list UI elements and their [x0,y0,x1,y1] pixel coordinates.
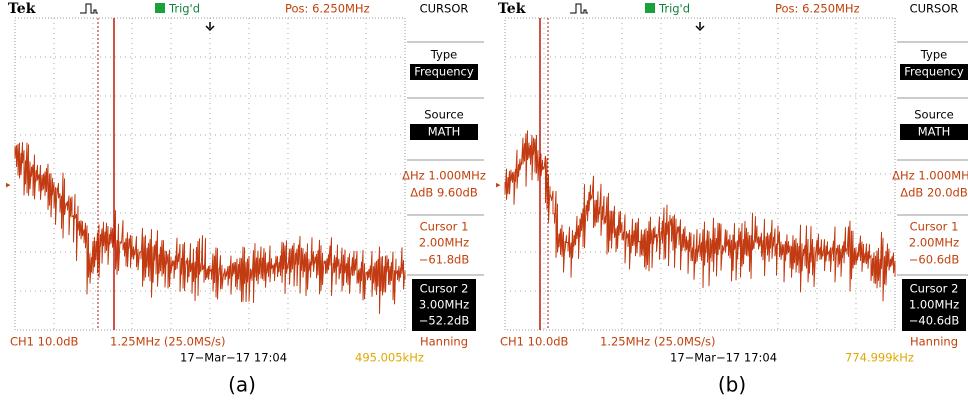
trigger-pos [695,22,705,32]
cursor2-freq: 3.00MHz [419,298,469,312]
window: Hanning [910,335,958,349]
highlight [410,124,478,140]
highlight [900,64,968,80]
channel: CH1 10.0dB [10,335,79,349]
type-label: Type [920,48,947,62]
highlight [410,64,478,80]
cursor1-freq: 2.00MHz [909,236,959,250]
type-label: Type [430,48,457,62]
trigger-pos [205,22,215,32]
source-value: MATH [918,125,951,139]
cursor1-label: Cursor 1 [910,220,959,234]
delta-hz: ΔHz 1.000MHz [892,169,968,183]
counter: 774.999kHz [845,351,914,365]
cursor2-box [412,279,476,331]
trigger-status: Trig'd [658,2,690,16]
marker: ▸ [6,181,11,191]
cursor2-label: Cursor 2 [910,282,959,296]
channel: CH1 10.0dB [500,335,569,349]
cursor1-label: Cursor 1 [420,220,469,234]
trigger-icon [570,3,588,14]
trig-box [645,3,655,13]
source-label: Source [914,108,954,122]
brand: Tek [498,1,526,17]
position: Pos: 6.250MHz [775,2,860,16]
scope-panel: ▸ Tek Trig'd Pos: 6.250MHz CURSOR Type Frequen… [6,1,486,397]
type-value: Frequency [414,65,474,79]
cursor2-freq: 1.00MHz [909,298,959,312]
menu-title: CURSOR [910,2,959,16]
trig-box [155,3,165,13]
cursor2-box [902,279,966,331]
source-label: Source [424,108,464,122]
span: 1.25MHz (25.0MS/s) [600,335,716,349]
menu-title: CURSOR [420,2,469,16]
counter: 495.005kHz [355,351,424,365]
type-value: Frequency [904,65,964,79]
highlight [900,124,968,140]
trigger-icon [80,3,98,14]
delta-db: ΔdB 20.0dB [900,186,968,200]
scope-panel: ▸ Tek Trig'd Pos: 6.250MHz CURSOR Type Frequen… [496,1,968,397]
caption: (b) [718,373,746,397]
cursor2-label: Cursor 2 [420,282,469,296]
cursor1-level: −60.6dB [909,253,960,267]
cursor2-level: −40.6dB [909,314,960,328]
cursor1-level: −61.8dB [419,253,470,267]
delta-hz: ΔHz 1.000MHz [402,169,486,183]
brand: Tek [8,1,36,17]
caption: (a) [228,373,256,397]
source-value: MATH [428,125,461,139]
marker: ▸ [496,181,501,191]
window: Hanning [420,335,468,349]
cursor1-freq: 2.00MHz [419,236,469,250]
spectrum-trace [14,142,406,314]
spectrum-trace [504,130,896,302]
position: Pos: 6.250MHz [285,2,370,16]
cursor2-level: −52.2dB [419,314,470,328]
delta-db: ΔdB 9.60dB [410,186,478,200]
timestamp: 17−Mar−17 17:04 [180,351,287,365]
span: 1.25MHz (25.0MS/s) [110,335,226,349]
timestamp: 17−Mar−17 17:04 [670,351,777,365]
trigger-status: Trig'd [168,2,200,16]
